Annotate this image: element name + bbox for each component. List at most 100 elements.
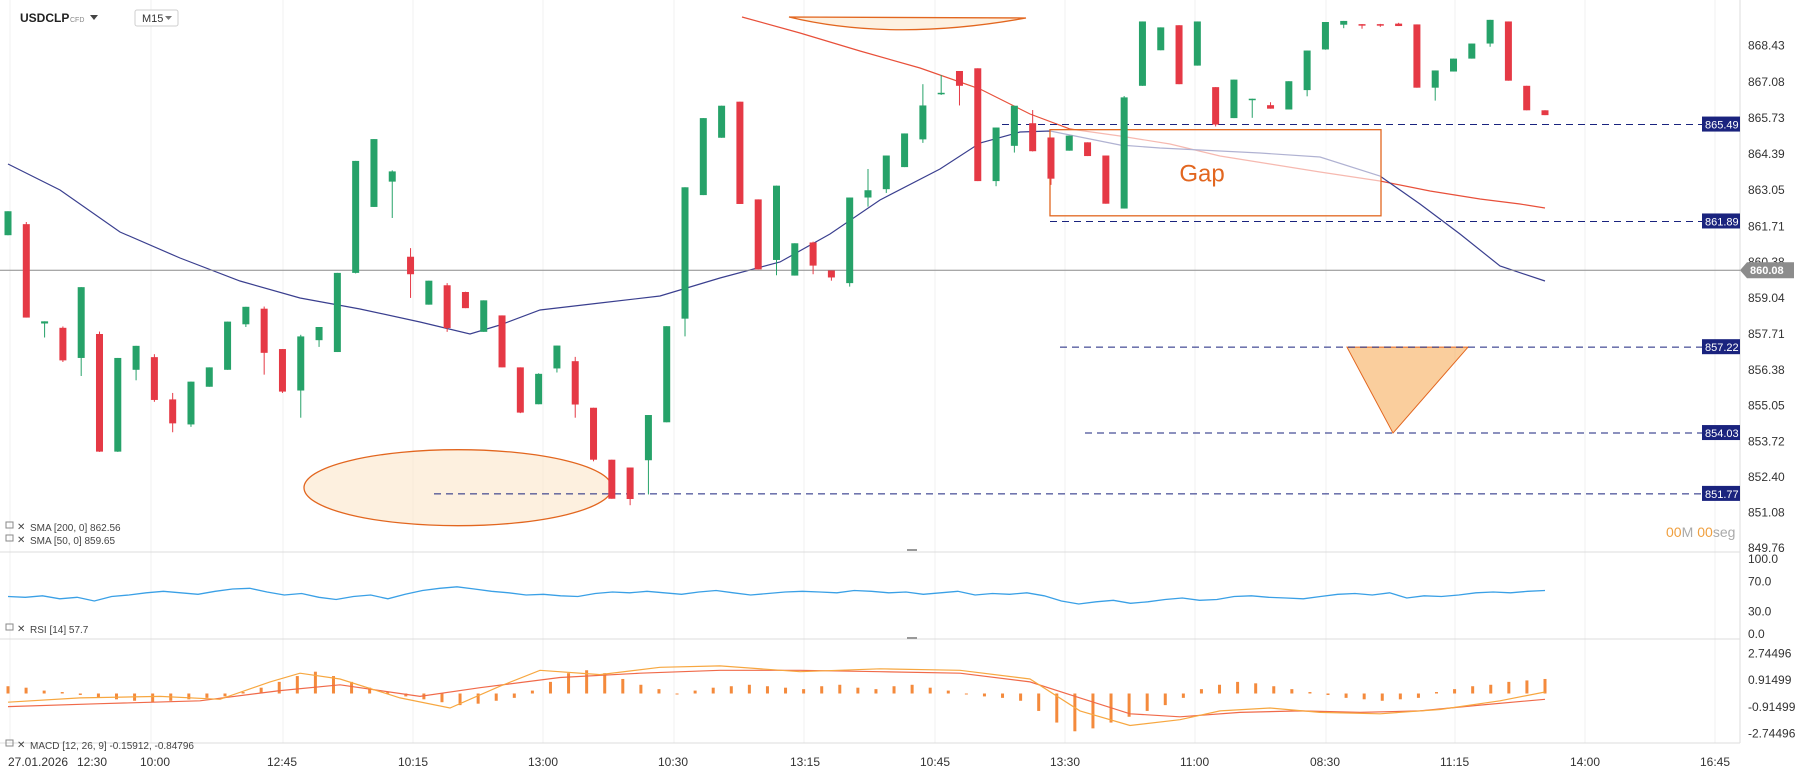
time-tick-label: 10:00	[140, 755, 170, 769]
macd-histogram-bar	[6, 686, 10, 694]
timeframe-selector[interactable]: M15	[134, 9, 179, 27]
price-tick-label: 863.05	[1748, 183, 1785, 197]
candle-body	[480, 300, 488, 332]
sma200-legend[interactable]: ✕ SMA [200, 0] 862.56	[5, 521, 121, 534]
level-badge	[1702, 339, 1740, 355]
candle-body	[1376, 24, 1384, 26]
macd-tick-label: 0.91499	[1748, 673, 1792, 687]
time-tick-label: 27.01.2026	[8, 755, 68, 769]
symbol-header[interactable]: USDCLP CFD	[20, 11, 98, 25]
low-ellipse-annotation[interactable]	[303, 449, 613, 527]
rsi-tick-label: 100.0	[1748, 552, 1778, 566]
level-badge-label: 861.89	[1705, 216, 1739, 228]
rsi-legend[interactable]: ✕ RSI [14] 57.7	[5, 623, 89, 636]
macd-histogram-bar	[78, 693, 82, 695]
macd-histogram-bar	[1254, 683, 1258, 694]
timeframe-box[interactable]	[134, 9, 179, 27]
timer-seconds-unit: seg	[1713, 524, 1736, 540]
candle-body	[1303, 50, 1311, 91]
candle-body	[1065, 135, 1073, 151]
top-arc-annotation[interactable]	[788, 16, 1027, 31]
reversal-triangle-annotation[interactable]	[1346, 346, 1470, 434]
macd-histogram-bar	[1163, 693, 1167, 706]
candle-body	[882, 155, 890, 190]
macd-histogram-bar	[205, 693, 209, 698]
macd-histogram-bar	[1091, 693, 1095, 729]
level-badge-label: 865.49	[1705, 120, 1739, 132]
macd-histogram-bar	[1489, 684, 1493, 694]
macd-histogram-bar	[838, 684, 842, 694]
price-tick-label: 856.38	[1748, 363, 1785, 377]
macd-histogram-bar	[1181, 693, 1185, 698]
chevron-down-icon	[165, 16, 172, 20]
candle-body	[1010, 105, 1018, 146]
macd-histogram-bar	[458, 693, 462, 706]
time-tick-label: 11:15	[1440, 755, 1469, 769]
panel-resize-handle[interactable]	[907, 637, 917, 639]
vertical-gridlines	[9, 0, 1716, 743]
candle-body	[1047, 137, 1055, 179]
candle-body	[535, 373, 543, 405]
candle-body	[1138, 21, 1146, 86]
macd-histogram-bar	[24, 687, 28, 694]
macd-histogram-bar	[1435, 692, 1439, 694]
candle-body	[754, 199, 762, 270]
candle-body	[608, 459, 616, 499]
time-tick-label: 10:15	[398, 755, 428, 769]
chevron-down-icon[interactable]	[90, 15, 98, 20]
macd-histogram-bar	[476, 693, 480, 704]
candle-body	[260, 308, 268, 353]
menu-icon[interactable]	[5, 521, 14, 529]
menu-icon[interactable]	[5, 623, 14, 631]
macd-histogram-bar	[1543, 678, 1547, 694]
time-tick-label: 08:30	[1310, 755, 1340, 769]
macd-histogram-bar	[1362, 693, 1366, 700]
candle-body	[681, 187, 689, 319]
macd-histogram-bar	[1218, 684, 1222, 694]
candle-body	[901, 133, 909, 168]
candle-body	[1486, 19, 1494, 44]
price-axis[interactable]: 868.43 867.08 865.73 864.39 863.05 861.71 860.…	[1748, 38, 1785, 555]
close-icon[interactable]: ✕	[17, 535, 25, 546]
candle-body	[1413, 24, 1421, 88]
macd-histogram-bar	[151, 693, 155, 703]
macd-histogram-bar	[223, 693, 227, 697]
candle-body	[187, 381, 195, 425]
macd-histogram-bar	[259, 687, 263, 694]
price-tick-label: 864.39	[1748, 147, 1785, 161]
macd-histogram-bar	[1290, 689, 1294, 694]
macd-line	[7, 665, 1546, 727]
rsi-axis: 100.0 70.0 30.0 0.0	[1748, 552, 1778, 641]
candle-body	[791, 243, 799, 276]
rsi-tick-label: 30.0	[1748, 605, 1772, 619]
menu-icon[interactable]	[5, 534, 14, 542]
close-icon[interactable]: ✕	[17, 740, 25, 751]
close-icon[interactable]: ✕	[17, 522, 25, 533]
candle-body	[919, 105, 927, 140]
candle-body	[1431, 70, 1439, 88]
macd-legend[interactable]: ✕ MACD [12, 26, 9] -0.15912, -0.84796	[5, 739, 194, 752]
macd-histogram-bar	[1145, 693, 1149, 711]
rsi-tick-label: 0.0	[1748, 627, 1765, 641]
panel-resize-handle[interactable]	[907, 549, 917, 551]
close-icon[interactable]: ✕	[17, 624, 25, 635]
candle-body	[992, 127, 1000, 182]
macd-label: MACD [12, 26, 9] -0.15912, -0.84796	[30, 741, 194, 752]
candle-body	[1175, 25, 1183, 85]
macd-histogram-bar	[711, 687, 715, 694]
candle-body	[955, 70, 963, 86]
macd-histogram-bar	[820, 686, 824, 694]
level-badge-label: 857.22	[1705, 342, 1739, 354]
macd-histogram-bar	[1037, 693, 1041, 711]
time-axis[interactable]: 27.01.2026 12:30 10:00 12:45 10:15 13:00 10:30…	[8, 755, 1730, 769]
macd-histogram-bar	[331, 676, 335, 694]
sma50-legend[interactable]: ✕ SMA [50, 0] 859.65	[5, 534, 115, 547]
candles	[4, 19, 1549, 506]
candle-body	[1468, 43, 1476, 59]
macd-histogram-bar	[928, 687, 932, 694]
menu-icon[interactable]	[5, 739, 14, 747]
macd-histogram-bar	[946, 690, 950, 694]
macd-histogram-bar	[585, 670, 589, 694]
macd-tick-label: 2.74496	[1748, 647, 1792, 661]
